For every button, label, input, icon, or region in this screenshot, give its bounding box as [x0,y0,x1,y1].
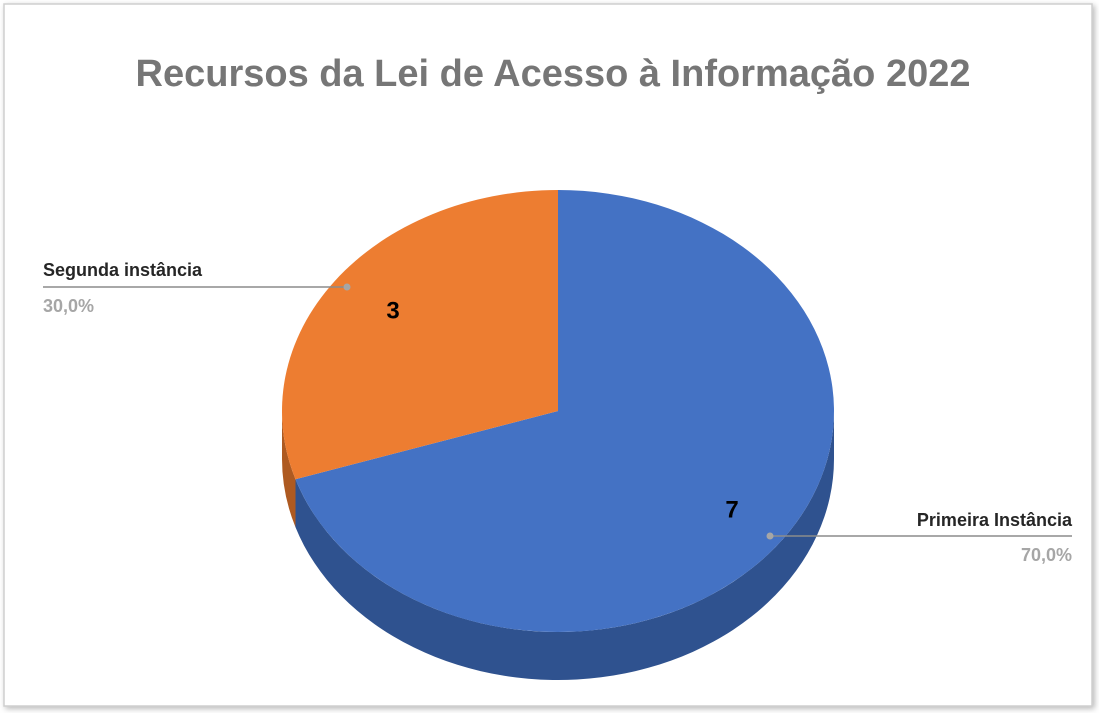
leader-dot [766,532,774,540]
slice [282,190,558,480]
chart-title: Recursos da Lei de Acesso à Informação 2… [136,53,971,95]
category-label: Primeira Instância [917,510,1073,530]
percent-label: 30,0% [43,296,94,316]
slice-side [282,411,296,528]
value-label: 3 [386,297,399,324]
percent-label: 70,0% [1021,545,1072,565]
slice-side [295,411,835,681]
slice [295,190,835,632]
leader-dot [343,283,351,291]
value-label: 7 [725,496,738,523]
category-label: Segunda instância [43,260,203,280]
